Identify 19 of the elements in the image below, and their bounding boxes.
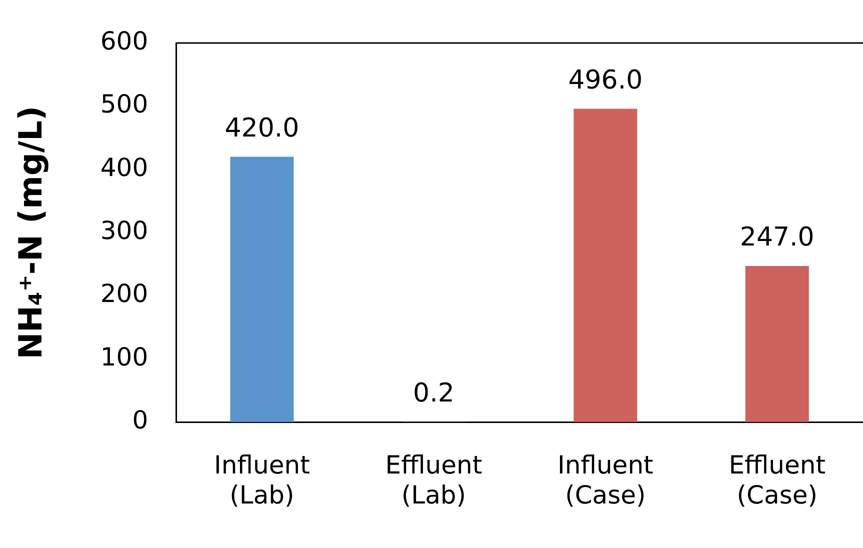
- y-axis-title: NH₄⁺-N (mg/L): [12, 106, 50, 360]
- data-label: 420.0: [224, 113, 300, 144]
- bar: [230, 156, 294, 422]
- bar: [574, 108, 638, 422]
- x-tick-label: Influent (Case): [557, 450, 654, 510]
- x-tick-label: Effluent (Lab): [385, 450, 482, 510]
- y-tick-label: 100: [100, 342, 148, 372]
- data-label: 247.0: [740, 222, 814, 253]
- y-tick-label: 300: [100, 216, 148, 245]
- x-tick-label: Influent (Lab): [214, 450, 310, 510]
- y-tick-label: 400: [100, 152, 148, 182]
- data-label: 0.2: [413, 378, 454, 409]
- x-tick-label: Effluent (Case): [728, 450, 826, 510]
- y-tick-label: 500: [100, 90, 148, 119]
- y-tick-label: 200: [100, 279, 148, 308]
- data-label: 496.0: [568, 65, 643, 96]
- y-tick-label: 0: [132, 406, 148, 434]
- y-tick-label: 600: [100, 26, 148, 56]
- bar: [745, 266, 809, 422]
